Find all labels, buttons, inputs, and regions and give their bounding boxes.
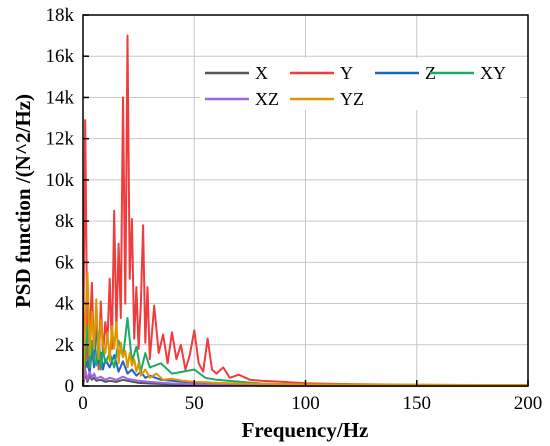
legend-label: X [255, 63, 268, 83]
x-tick-label: 150 [403, 393, 432, 414]
y-tick-label: 10k [46, 170, 75, 191]
series-line-z [82, 319, 529, 387]
x-tick-label: 200 [514, 393, 543, 414]
legend-item-yz: YZ [290, 89, 364, 109]
legend-item-xz: XZ [205, 89, 279, 109]
y-tick-label: 18k [46, 5, 75, 26]
x-axis-title: Frequency/Hz [242, 418, 369, 442]
legend-label: YZ [340, 89, 364, 109]
x-tick-label: 50 [185, 393, 204, 414]
legend-item-xy: XY [430, 63, 506, 83]
legend-label: XY [480, 63, 506, 83]
y-tick-label: 16k [46, 46, 75, 67]
series-line-y [82, 34, 529, 387]
series-line-xz [82, 368, 529, 387]
y-axis-title: PSD function /(N^2/Hz) [11, 94, 35, 308]
y-tick-label: 6k [55, 252, 75, 273]
legend-label: Y [340, 63, 353, 83]
legend-item-y: Y [290, 63, 353, 83]
y-tick-label: 4k [55, 294, 75, 315]
y-tick-label: 12k [46, 129, 75, 150]
series-line-yz [82, 271, 528, 386]
y-tick-label: 14k [46, 87, 75, 108]
x-tick-label: 0 [78, 393, 88, 414]
legend-item-x: X [205, 63, 268, 83]
y-tick-label: 8k [55, 211, 75, 232]
series-line-xy [82, 317, 529, 387]
y-tick-label: 2k [55, 335, 75, 356]
x-tick-label: 100 [291, 393, 320, 414]
legend-background [200, 58, 520, 110]
series-layer [82, 34, 529, 387]
y-tick-label: 0 [65, 376, 75, 397]
legend-label: XZ [255, 89, 279, 109]
axis-ticks: 0 2k 4k 6k 8k 10k 12k 14k 16k 18k 0 50 100 150 200 [46, 5, 543, 414]
